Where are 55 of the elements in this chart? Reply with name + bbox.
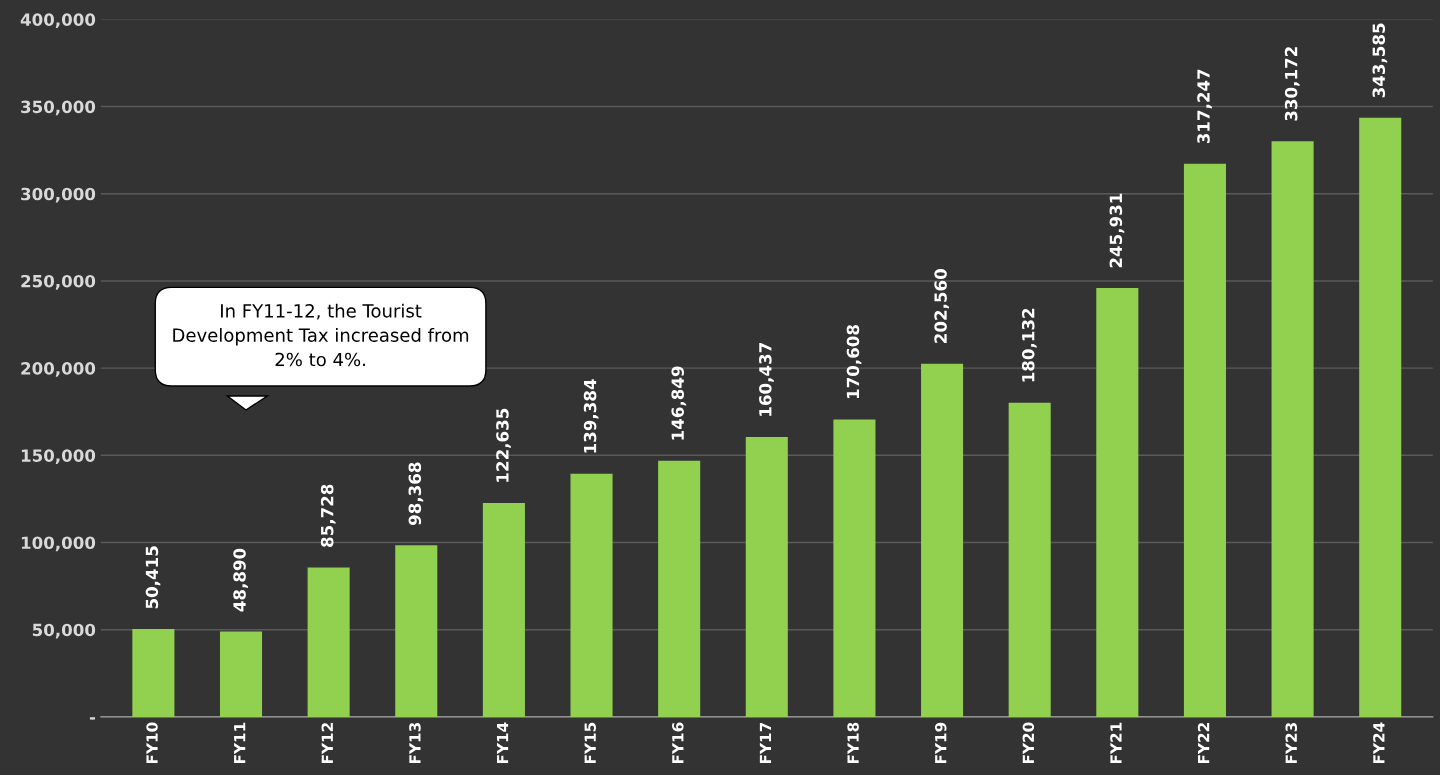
x-tick-label: FY16 bbox=[672, 722, 684, 764]
bar bbox=[658, 460, 701, 717]
x-tick-label: FY23 bbox=[1285, 722, 1298, 764]
bar bbox=[219, 631, 263, 717]
data-label: 122,635 bbox=[496, 408, 511, 482]
y-tick-label: 150,000 bbox=[21, 449, 96, 465]
x-tick-label: FY19 bbox=[934, 722, 947, 764]
data-label: 48,890 bbox=[233, 548, 248, 612]
annotation: In FY11-12, the Tourist Development Tax increased from 2% to 4%. bbox=[173, 303, 469, 367]
bar bbox=[1359, 117, 1402, 717]
x-tick-label: FY10 bbox=[146, 722, 158, 764]
x-tick-label: FY18 bbox=[847, 722, 859, 764]
data-label: 343,585 bbox=[1372, 23, 1388, 98]
x-tick-label: FY21 bbox=[1110, 722, 1122, 764]
data-label: 180,132 bbox=[1021, 308, 1037, 382]
bar bbox=[132, 628, 175, 717]
bar bbox=[307, 567, 350, 717]
y-tick-label: 350,000 bbox=[21, 100, 96, 116]
y-tick-label: 50,000 bbox=[32, 623, 96, 639]
data-label: 202,560 bbox=[934, 269, 950, 343]
bar bbox=[1183, 163, 1226, 717]
bar bbox=[833, 419, 876, 717]
bar bbox=[1271, 141, 1314, 717]
data-label: 245,931 bbox=[1109, 193, 1125, 268]
bar bbox=[395, 545, 438, 717]
data-label: 330,172 bbox=[1284, 47, 1300, 121]
x-tick-label: FY17 bbox=[759, 722, 772, 764]
y-tick-label: 300,000 bbox=[21, 187, 96, 203]
x-tick-label: FY24 bbox=[1373, 722, 1385, 764]
x-tick-label: FY22 bbox=[1197, 723, 1210, 764]
x-tick-label: FY11 bbox=[234, 722, 246, 764]
x-tick-label: FY14 bbox=[496, 722, 509, 764]
data-label: 170,608 bbox=[846, 325, 862, 399]
y-tick-label: 250,000 bbox=[21, 274, 96, 290]
data-label: 85,728 bbox=[320, 484, 336, 547]
x-tick-label: FY13 bbox=[409, 722, 421, 764]
data-label: 98,368 bbox=[408, 462, 424, 526]
bar bbox=[745, 437, 788, 717]
y-tick-label: 200,000 bbox=[21, 362, 96, 377]
x-tick-label: FY20 bbox=[1022, 722, 1035, 764]
bar bbox=[1008, 402, 1051, 717]
bar bbox=[482, 503, 525, 717]
x-tick-label: FY15 bbox=[584, 722, 596, 764]
bar bbox=[921, 363, 964, 717]
x-tick-label: FY12 bbox=[321, 723, 333, 764]
y-tick-label: 100,000 bbox=[21, 536, 96, 552]
data-label: 317,247 bbox=[1197, 69, 1212, 144]
y-tick-label: - bbox=[89, 717, 96, 720]
data-label: 139,384 bbox=[583, 379, 599, 453]
data-label: 50,415 bbox=[145, 546, 161, 609]
data-label: 160,437 bbox=[759, 343, 774, 416]
bar bbox=[570, 473, 613, 717]
data-label: 146,849 bbox=[671, 366, 687, 440]
y-tick-label: 400,000 bbox=[20, 13, 96, 29]
bar bbox=[1096, 288, 1139, 717]
